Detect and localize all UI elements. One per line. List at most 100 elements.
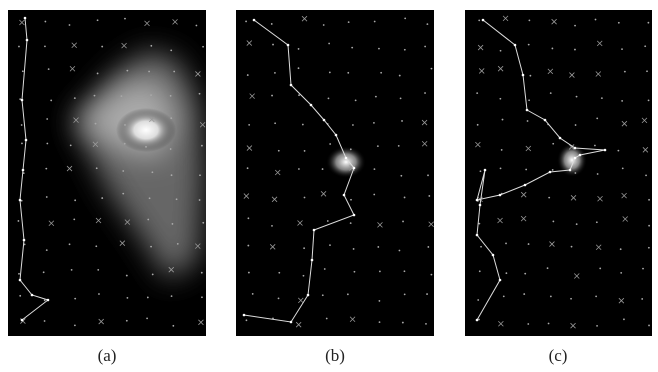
trajectory-node (483, 168, 487, 172)
trajectory-node (525, 108, 529, 112)
dot-marker (150, 94, 152, 97)
dot-marker (325, 317, 328, 320)
dot-marker (501, 118, 504, 121)
dot-marker (43, 320, 46, 322)
panel-label: (a) (98, 346, 117, 365)
dot-marker (378, 300, 381, 302)
dot-marker (596, 117, 599, 120)
trajectory-node (342, 193, 346, 197)
panel-b (236, 10, 434, 336)
trajectory-node (46, 298, 50, 302)
dot-marker (151, 273, 154, 276)
dot-marker (329, 244, 331, 247)
cross-marker (596, 40, 603, 47)
dot-marker (552, 142, 555, 145)
cross-marker (349, 316, 356, 323)
dot-marker (170, 295, 173, 298)
cross-marker (69, 65, 76, 72)
dot-marker (321, 294, 324, 297)
cross-marker (520, 215, 527, 222)
dot-marker (44, 20, 47, 23)
cross-marker (249, 93, 255, 99)
dot-marker (176, 242, 179, 245)
dot-marker (380, 71, 383, 74)
dot-marker (523, 293, 526, 295)
dot-marker (321, 168, 324, 170)
cross-marker (92, 141, 99, 148)
dot-marker (347, 71, 350, 74)
dot-marker (642, 267, 644, 270)
cross-marker (497, 217, 503, 224)
cross-marker (195, 243, 201, 249)
cross-marker (642, 147, 649, 153)
dot-marker (298, 168, 300, 170)
dot-marker (272, 43, 274, 46)
cross-marker (172, 19, 178, 25)
dot-marker (302, 274, 305, 277)
dot-marker (477, 299, 480, 301)
dot-marker (480, 245, 482, 248)
dot-marker (148, 197, 151, 200)
dot-marker (647, 246, 650, 249)
cross-marker (570, 322, 576, 329)
dot-marker (346, 293, 349, 296)
cross-marker (573, 273, 580, 279)
dot-marker (500, 149, 503, 151)
dot-marker (424, 92, 426, 94)
trajectory-node (322, 118, 326, 122)
panel-background (465, 10, 652, 336)
dot-marker (173, 70, 176, 73)
dot-marker (399, 97, 402, 100)
dot-marker (21, 142, 23, 145)
cross-marker (570, 195, 577, 201)
dot-marker (73, 324, 76, 327)
dot-marker (403, 48, 406, 51)
dot-marker (328, 42, 331, 45)
dot-marker (427, 174, 429, 177)
dot-marker (621, 100, 624, 102)
dot-marker (430, 273, 433, 276)
dot-marker (93, 94, 96, 97)
trajectory-node (498, 278, 502, 282)
cross-marker (497, 65, 504, 72)
trajectory-node (242, 313, 246, 317)
dot-marker (499, 167, 502, 170)
dot-marker (45, 249, 48, 252)
trajectory-node (558, 136, 562, 140)
dot-marker (18, 272, 20, 275)
dot-marker (175, 198, 178, 201)
cross-marker (121, 42, 127, 49)
dot-marker (619, 248, 622, 251)
dot-marker (147, 218, 150, 221)
trajectory-node (20, 98, 24, 102)
cross-marker (269, 244, 276, 250)
trajectory-node (568, 168, 572, 172)
trajectory-node (573, 146, 577, 150)
dot-marker (245, 20, 247, 23)
dot-marker (478, 19, 481, 22)
trajectory-node (306, 293, 310, 297)
cross-marker (597, 195, 603, 202)
dot-marker (349, 222, 352, 225)
dot-marker (201, 296, 203, 299)
dot-marker (245, 319, 248, 322)
dot-marker (648, 198, 650, 201)
panel-a (8, 10, 206, 336)
dot-marker (376, 145, 379, 148)
dot-marker (274, 122, 277, 125)
dot-marker (353, 270, 356, 273)
dot-marker (95, 167, 98, 170)
dot-marker (198, 199, 201, 201)
dot-marker (526, 120, 529, 122)
trajectory-node (289, 320, 293, 324)
dot-marker (122, 192, 125, 195)
dot-marker (126, 296, 129, 299)
trajectory-node (252, 18, 256, 22)
glow-spot (557, 143, 587, 177)
cross-marker (498, 320, 504, 327)
dot-marker (428, 195, 431, 197)
dot-marker (617, 149, 620, 152)
dot-marker (617, 21, 620, 24)
dot-marker (96, 19, 99, 22)
dot-marker (527, 323, 530, 325)
